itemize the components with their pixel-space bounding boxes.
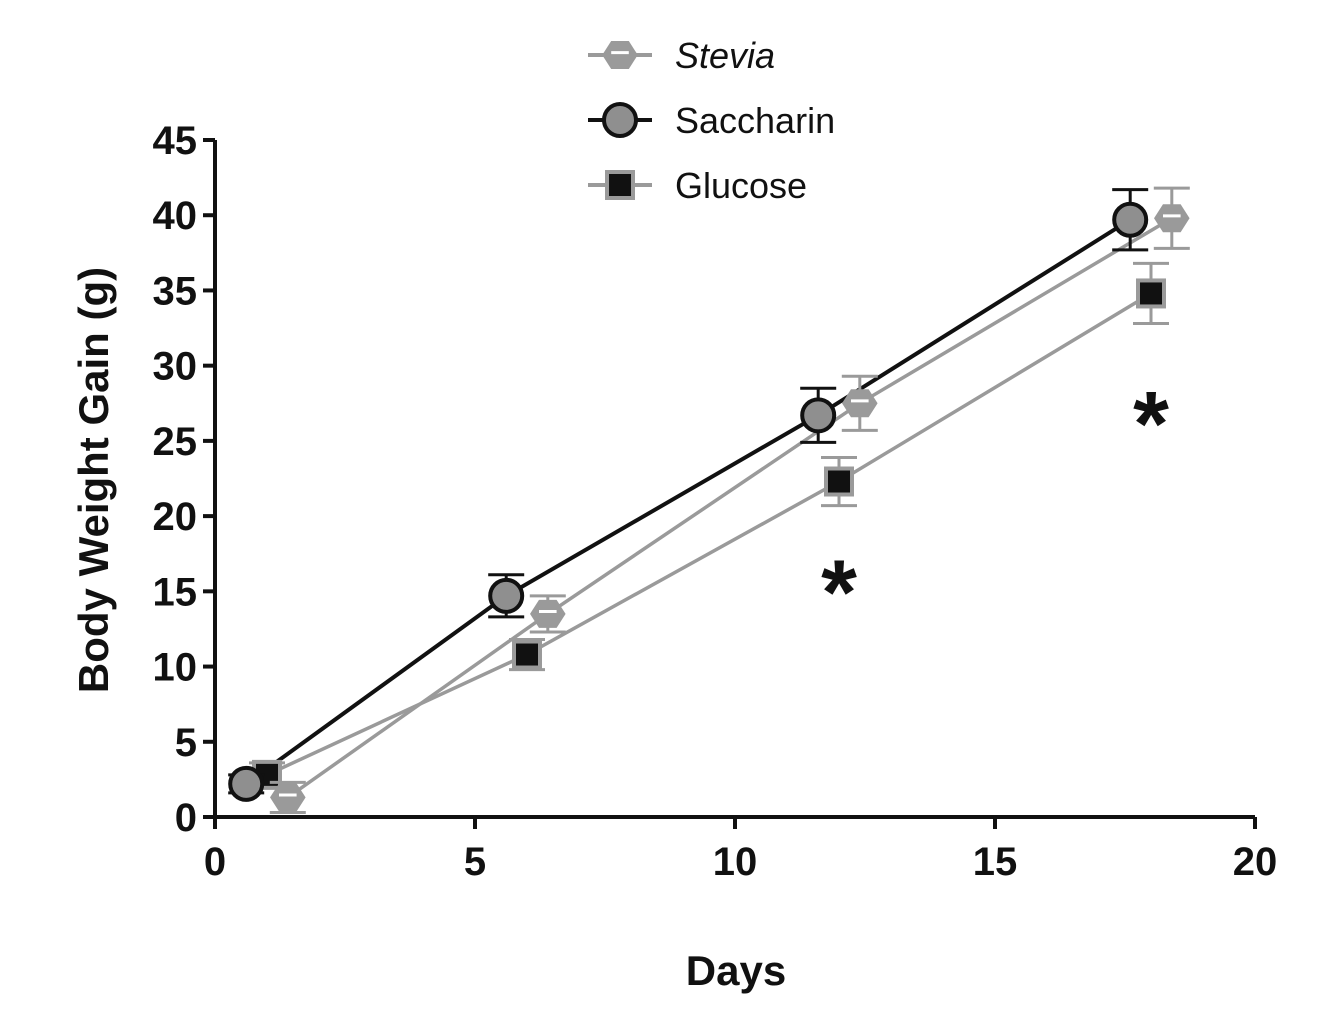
y-tick-label: 35 [153, 269, 198, 313]
series-points-saccharin [228, 188, 1149, 802]
hexagon-shape [842, 389, 878, 418]
legend-label: Glucose [675, 165, 807, 206]
series-stevia [286, 216, 1173, 799]
significance-marker: * [1133, 373, 1169, 475]
axes: 0 5 10 15 20 25 30 35 40 45 0 5 10 15 20 [153, 119, 1278, 884]
hexagon-shape [530, 599, 566, 628]
data-point-stevia [842, 389, 878, 418]
legend: Stevia Saccharin Glucose [588, 35, 835, 206]
y-tick-label: 40 [153, 194, 198, 238]
legend-label: Saccharin [675, 100, 835, 141]
legend-marker [602, 41, 638, 69]
hexagon-shape [1154, 204, 1190, 233]
data-point-stevia [530, 599, 566, 628]
data-point-glucose [512, 639, 542, 670]
y-tick-label: 5 [175, 721, 197, 765]
legend-marker [605, 170, 635, 200]
legend-marker [602, 102, 638, 138]
x-tick-label: 15 [973, 840, 1018, 884]
y-tick-label: 30 [153, 345, 198, 389]
data-point-stevia [1154, 204, 1190, 233]
data-point-glucose [824, 466, 854, 497]
x-axis-title: Days [686, 947, 786, 994]
y-tick-label: 0 [175, 796, 197, 840]
significance-marker: * [821, 542, 857, 644]
x-tick-label: 20 [1233, 840, 1278, 884]
y-tick-label: 25 [153, 420, 198, 464]
x-tick-label: 5 [464, 840, 486, 884]
legend-entry-glucose: Glucose [588, 165, 807, 206]
hexagon-shape [602, 41, 638, 69]
legend-label: Stevia [675, 35, 775, 76]
series-points-stevia [269, 186, 1190, 814]
series-saccharin [245, 218, 1132, 786]
data-point-saccharin [488, 577, 525, 614]
series-line-glucose [266, 292, 1152, 777]
data-point-saccharin [228, 765, 265, 802]
y-tick-label: 45 [153, 119, 198, 163]
data-point-saccharin [800, 397, 837, 434]
data-point-saccharin [1112, 201, 1149, 238]
x-tick-label: 10 [713, 840, 758, 884]
series-group [228, 186, 1190, 814]
series-line-stevia [286, 216, 1173, 799]
legend-entry-saccharin: Saccharin [588, 100, 835, 141]
annotations: ** [821, 373, 1169, 643]
series-glucose [266, 292, 1152, 777]
data-point-stevia [270, 783, 306, 812]
hexagon-shape [270, 783, 306, 812]
series-line-saccharin [245, 218, 1132, 786]
y-axis-title: Body Weight Gain (g) [70, 267, 117, 693]
x-tick-label: 0 [204, 840, 226, 884]
y-tick-label: 15 [153, 570, 198, 614]
legend-entry-stevia: Stevia [588, 35, 775, 76]
data-point-glucose [1136, 278, 1166, 309]
series-points-glucose [249, 261, 1169, 790]
y-tick-label: 10 [153, 646, 198, 690]
y-tick-label: 20 [153, 495, 198, 539]
